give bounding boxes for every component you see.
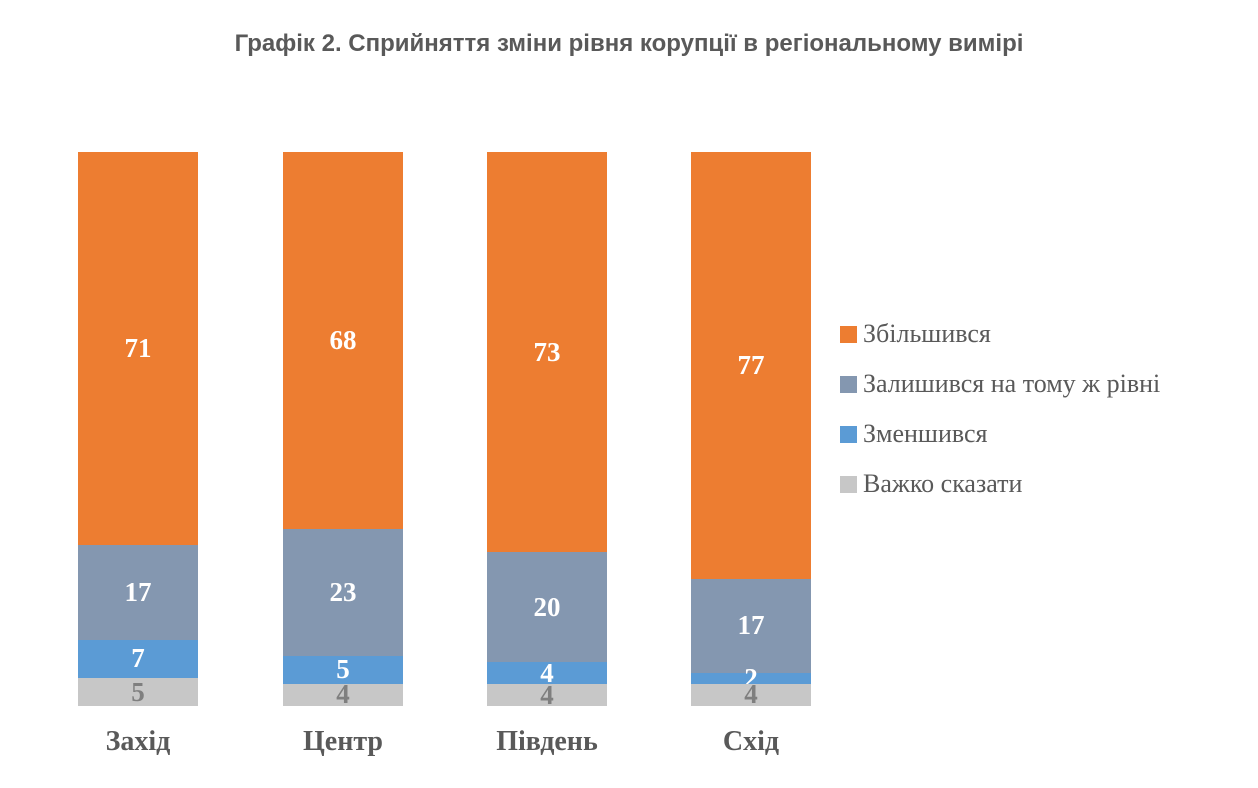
segment-value-label: 20 <box>533 591 561 622</box>
segment-value-label: 7 <box>131 643 145 674</box>
legend-item: Важко сказати <box>840 467 1160 501</box>
bar-segment: 4 <box>283 679 403 710</box>
legend-item: Зменшився <box>840 417 1160 451</box>
legend-label: Зменшився <box>863 419 988 449</box>
segment-value-label: 5 <box>336 654 350 685</box>
segment-value-label: 4 <box>540 657 554 688</box>
bar-column: 77 17 2 4 <box>691 152 811 710</box>
legend-swatch-icon <box>840 425 857 443</box>
segment-value-label: 4 <box>744 679 758 710</box>
bar-segment: 4 <box>487 679 607 710</box>
bar-segment: 5 <box>78 676 198 707</box>
legend-swatch-icon <box>840 325 857 343</box>
bar-segment: 7 <box>78 639 198 679</box>
segment-value-label: 71 <box>124 333 152 364</box>
segment-value-label: 4 <box>336 679 350 710</box>
segment-value-label: 68 <box>329 324 357 355</box>
bar-segment: 73 <box>487 152 607 553</box>
legend-item: Залишився на тому ж рівні <box>840 367 1160 401</box>
bar-segment: 77 <box>691 152 811 579</box>
bar-segment: 4 <box>691 679 811 710</box>
bar-column: 68 23 5 4 <box>283 152 403 710</box>
chart-title: Графік 2. Сприйняття зміни рівня корупці… <box>234 30 1024 57</box>
legend-swatch-icon <box>840 475 857 493</box>
category-label: Центр <box>302 726 383 757</box>
legend-label: Важко сказати <box>863 469 1023 499</box>
bar-segment: 4 <box>487 657 607 688</box>
bar-segment: 17 <box>691 578 811 673</box>
segment-value-label: 73 <box>533 336 561 367</box>
bar-segment: 23 <box>283 528 403 657</box>
bar-segment: 68 <box>283 152 403 529</box>
bar-column: 73 20 4 4 <box>487 152 607 710</box>
legend-label: Збільшився <box>863 319 991 349</box>
category-label: Захід <box>105 726 171 757</box>
segment-value-label: 17 <box>124 576 152 607</box>
category-label: Схід <box>722 726 780 757</box>
segment-value-label: 4 <box>540 679 554 710</box>
segment-value-label: 77 <box>737 349 765 380</box>
segment-value-label: 5 <box>131 676 145 707</box>
segment-value-label: 23 <box>329 576 357 607</box>
category-label: Південь <box>496 726 598 757</box>
chart-legend: Збільшився Залишився на тому ж рівні Зменш… <box>840 317 1160 517</box>
legend-item: Збільшився <box>840 317 1160 351</box>
bar-segment: 71 <box>78 152 198 546</box>
bar-segment: 5 <box>283 656 403 684</box>
bar-column: 71 17 7 5 <box>78 152 198 707</box>
bar-segment: 17 <box>78 545 198 640</box>
legend-label: Залишився на тому ж рівні <box>863 369 1161 399</box>
bar-segment: 20 <box>487 552 607 663</box>
legend-swatch-icon <box>840 375 857 393</box>
segment-value-label: 17 <box>737 610 765 641</box>
